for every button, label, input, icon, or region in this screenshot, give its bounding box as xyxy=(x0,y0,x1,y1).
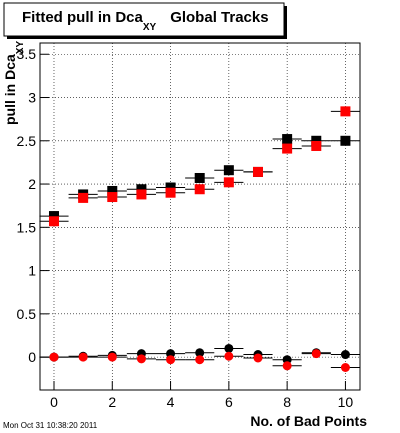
x-tick-label: 4 xyxy=(167,394,175,410)
y-label-subscript: XY xyxy=(15,41,26,55)
y-tick-label: 0 xyxy=(28,349,36,365)
title-suffix: Global Tracks xyxy=(170,9,268,26)
marker xyxy=(48,211,59,222)
x-tick-label: 2 xyxy=(108,394,116,410)
marker xyxy=(49,352,59,362)
marker xyxy=(282,361,292,371)
marker xyxy=(194,172,205,183)
x-tick-label: 0 xyxy=(50,394,58,410)
footer: Mon Oct 31 10:38:20 2011 xyxy=(3,421,98,430)
y-tick-label: 1 xyxy=(28,263,36,279)
marker xyxy=(311,349,321,359)
marker xyxy=(136,184,147,195)
y-label-text: pull in Dca xyxy=(2,54,18,125)
y-tick-label: 0.5 xyxy=(17,306,37,322)
y-tick-label: 2.5 xyxy=(17,133,37,149)
chart-title: Fitted pull in DcaXY Global Tracks xyxy=(22,9,269,33)
title-subscript: XY xyxy=(143,22,157,33)
marker xyxy=(224,343,234,353)
marker xyxy=(78,192,89,203)
y-tick-label: 3.5 xyxy=(17,46,37,62)
x-tick-label: 6 xyxy=(225,394,233,410)
marker xyxy=(223,177,234,188)
marker xyxy=(340,106,351,117)
marker xyxy=(195,348,205,358)
y-tick-label: 1.5 xyxy=(17,219,37,235)
y-tick-label: 2 xyxy=(28,176,36,192)
marker xyxy=(311,140,322,151)
marker xyxy=(195,355,205,365)
marker xyxy=(223,165,234,176)
marker xyxy=(78,352,88,362)
marker xyxy=(136,354,146,364)
marker xyxy=(282,143,293,154)
x-tick-label: 10 xyxy=(338,394,354,410)
y-tick-label: 3 xyxy=(28,90,36,106)
x-tick-label: 8 xyxy=(283,394,291,410)
x-axis-label: No. of Bad Points xyxy=(250,413,367,429)
marker xyxy=(136,189,147,200)
marker xyxy=(253,353,263,363)
marker xyxy=(224,351,234,361)
marker xyxy=(107,192,118,203)
marker xyxy=(107,352,117,362)
y-axis-label: pull in DcaXY xyxy=(2,41,26,125)
plot-frame xyxy=(39,42,361,391)
marker xyxy=(340,350,350,360)
title-box xyxy=(3,2,285,37)
marker xyxy=(194,184,205,195)
marker xyxy=(340,363,350,373)
title-text: Fitted pull in Dca xyxy=(22,9,143,26)
marker xyxy=(282,134,293,145)
marker xyxy=(107,185,118,196)
marker xyxy=(252,166,263,177)
marker xyxy=(340,135,351,146)
marker xyxy=(311,135,322,146)
marker xyxy=(165,182,176,193)
marker xyxy=(165,187,176,198)
marker xyxy=(166,355,176,365)
marker xyxy=(48,216,59,227)
